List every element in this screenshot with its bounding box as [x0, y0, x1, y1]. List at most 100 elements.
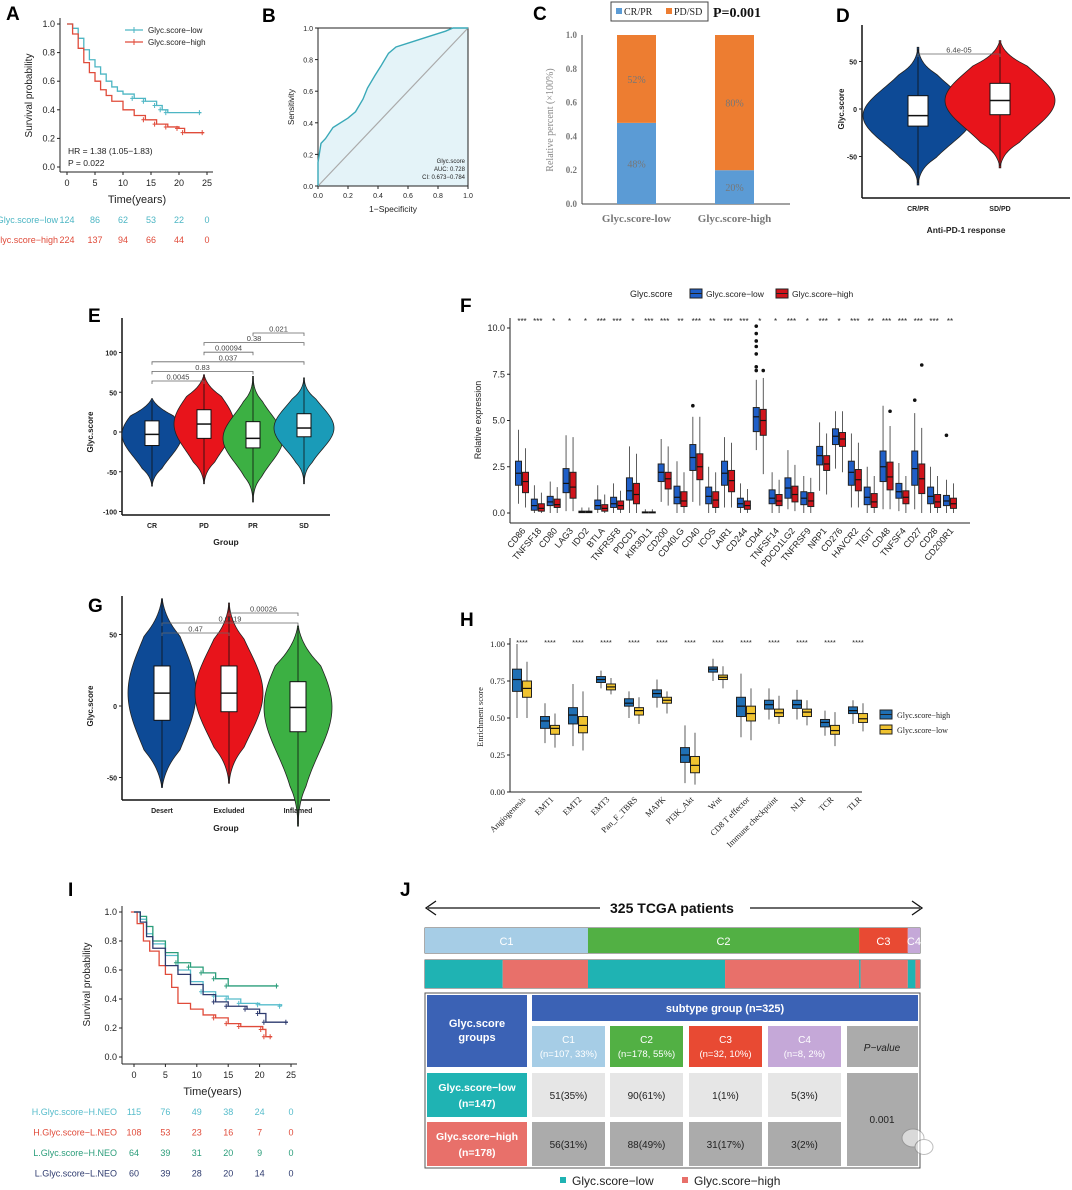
risk-table-label: H.Glyc.score−L.NEO: [33, 1128, 117, 1138]
significance-stars: ***: [882, 317, 891, 326]
y-tick-label: 0.0: [492, 508, 505, 518]
box-high: [568, 707, 578, 725]
subtype-header-cell-C4: [768, 1026, 841, 1067]
significance-stars: ***: [644, 317, 653, 326]
score-segment-high: [502, 960, 588, 988]
row-count: (n=178): [458, 1147, 495, 1159]
risk-table-value: 64: [129, 1148, 139, 1158]
box-low: [705, 486, 713, 505]
subtype-header-count: (n=32, 10%): [699, 1049, 751, 1060]
table-cell: [610, 1122, 683, 1166]
box-high: [886, 461, 894, 491]
significance-stars: ***: [739, 317, 748, 326]
significance-stars: ****: [628, 638, 640, 647]
x-tick-label: 20: [174, 178, 184, 188]
box-high: [807, 492, 815, 508]
legend-swatch: [616, 8, 622, 14]
censor-mark: [261, 1034, 266, 1040]
p-value-header-cell: [847, 1026, 918, 1067]
box-low: [768, 489, 776, 505]
outlier: [761, 368, 766, 373]
censor-mark: [163, 124, 168, 130]
subtype-header-cell-C1: [532, 1026, 605, 1067]
comparison-p-value: 0.83: [195, 363, 210, 372]
comparison-p-value: 6.4e-05: [946, 46, 971, 55]
score-segment-high: [915, 960, 920, 988]
box: [296, 413, 312, 438]
x-tick-label: 0.8: [433, 193, 443, 200]
y-axis-label: Survival probability: [24, 54, 35, 138]
row-label-cell-1: [427, 1122, 527, 1166]
risk-table-value: 124: [59, 215, 74, 225]
y-tick-label: 0.0: [42, 162, 55, 172]
comparison-p-value: 0.00026: [250, 605, 277, 614]
box-low: [546, 495, 554, 507]
subtype-header-count: (n=178, 55%): [618, 1049, 675, 1060]
subtype-header-count: (n=107, 33%): [540, 1049, 597, 1060]
risk-table-value: 23: [192, 1128, 202, 1138]
y-tick-label: -100: [103, 510, 117, 517]
legend-label: Glyc.score−low: [706, 289, 765, 299]
y-tick-label: 0.2: [42, 133, 55, 143]
box-low: [522, 680, 532, 698]
table-cell-value: 5(3%): [791, 1091, 818, 1102]
censor-mark: [261, 1019, 266, 1025]
risk-table-value: 49: [192, 1107, 202, 1117]
bar-cr-pr: [617, 122, 656, 204]
legend-label: Glyc.score−low: [148, 26, 203, 35]
x-tick-label: CR/PR: [907, 206, 929, 213]
x-tick-label: NLR: [788, 794, 807, 813]
censor-mark: [211, 976, 216, 982]
x-tick-label: Immune checkpoint: [724, 794, 779, 849]
risk-table-value: 76: [160, 1107, 170, 1117]
x-tick-label: 0.0: [313, 193, 323, 200]
box-high: [522, 471, 529, 494]
y-tick-label: 0.4: [303, 121, 313, 128]
km-curve-0: [67, 23, 202, 114]
risk-table-value: 94: [118, 235, 128, 245]
box-low: [578, 716, 588, 734]
bar-pd-sd: [617, 35, 656, 123]
y-tick-label: 0: [113, 704, 117, 711]
censor-mark: [236, 1000, 241, 1006]
comparison-p-value: 0.0019: [219, 615, 242, 624]
significance-stars: ****: [572, 638, 584, 647]
significance-stars: ***: [597, 317, 606, 326]
censor-mark: [200, 130, 205, 136]
bar-pd-sd: [715, 35, 754, 171]
comparison-bracket: [161, 622, 299, 626]
table-cell-value: 56(31%): [550, 1140, 588, 1151]
y-tick-label: 1.00: [490, 639, 505, 649]
comparison-bracket: [151, 380, 205, 384]
panel-label-E: E: [88, 306, 101, 327]
risk-table-value: 137: [87, 235, 102, 245]
panel-label-A: A: [6, 4, 20, 25]
y-axis-label: Glyc.score: [86, 411, 95, 452]
significance-stars: ****: [796, 638, 808, 647]
box: [245, 421, 261, 449]
censor-mark: [236, 1024, 241, 1030]
column-header-label: subtype group (n=325): [666, 1003, 785, 1015]
significance-stars: **: [709, 317, 715, 326]
x-tick-label: TCR: [817, 794, 836, 813]
y-tick-label: 0.2: [303, 152, 313, 159]
y-tick-label: 0.0: [303, 184, 313, 191]
subtype-header-name: C3: [719, 1035, 732, 1046]
censor-mark: [163, 110, 168, 116]
censor-mark: [283, 1019, 288, 1025]
panel-label-J: J: [400, 880, 411, 901]
y-tick-label: 50: [109, 633, 117, 640]
y-tick-label: 5.0: [492, 416, 505, 426]
censor-mark: [152, 121, 157, 127]
x-tick-label: SD: [299, 523, 309, 530]
x-axis-label: Group: [213, 537, 239, 547]
box: [907, 95, 929, 127]
y-tick-label: 0.6: [303, 89, 313, 96]
x-tick-label: 5: [163, 1070, 168, 1080]
y-axis-label: Enrichment score: [475, 687, 485, 747]
x-axis-label: Group: [213, 823, 239, 833]
bubble: [914, 1139, 934, 1155]
y-tick-label: -50: [107, 470, 117, 477]
table-cell-value: 51(35%): [550, 1091, 588, 1102]
significance-stars: ***: [723, 317, 732, 326]
